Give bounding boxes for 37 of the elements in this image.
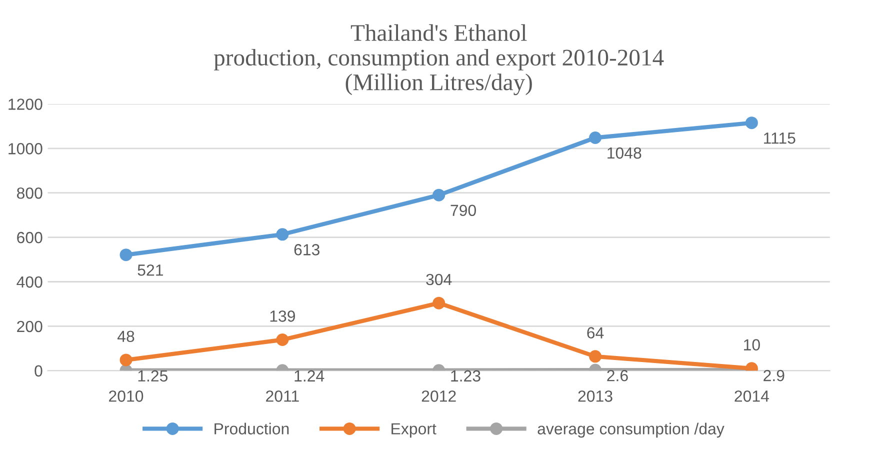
legend-label: average consumption /day xyxy=(538,422,724,438)
data-label: 139 xyxy=(270,310,295,322)
data-label: 10 xyxy=(744,339,760,350)
data-label: 613 xyxy=(294,244,320,256)
point xyxy=(432,188,446,202)
data-label: 304 xyxy=(426,274,452,286)
x-tick-label: 2011 xyxy=(266,390,299,402)
point xyxy=(589,131,602,144)
point xyxy=(432,296,446,310)
y-tick-label: 400 xyxy=(16,276,42,288)
data-label: 1048 xyxy=(608,147,642,159)
data-label: 521 xyxy=(138,264,163,276)
data-label: 1.23 xyxy=(451,370,480,382)
x-tick-label: 2012 xyxy=(422,390,456,402)
data-label: 1115 xyxy=(764,132,796,144)
point xyxy=(120,248,132,262)
data-label: 64 xyxy=(587,327,604,338)
data-label: 1.24 xyxy=(294,370,324,382)
y-tick-label: 1200 xyxy=(8,98,42,110)
y-tick-label: 0 xyxy=(34,365,42,377)
legend-label: Production xyxy=(214,422,289,434)
x-tick-label: 2014 xyxy=(734,390,769,402)
legend-label: Export xyxy=(392,423,436,438)
x-tick-label: 2013 xyxy=(578,390,612,402)
y-tick-label: 1000 xyxy=(8,143,42,154)
y-tick-label: 600 xyxy=(17,232,42,244)
y-tick-label: 200 xyxy=(17,320,42,332)
data-label: 790 xyxy=(450,204,476,216)
data-label: 48 xyxy=(117,330,134,342)
data-label: 2.9 xyxy=(764,370,784,382)
data-label: 1.25 xyxy=(138,370,168,382)
point xyxy=(745,116,758,130)
chart-title: Thailand's Ethanol production, consumption and export 2010-2014 (Million Litres/day) xyxy=(214,24,664,96)
point xyxy=(276,228,289,241)
x-tick-label: 2010 xyxy=(109,390,144,402)
data-label: 2.6 xyxy=(607,370,628,382)
y-tick-label: 800 xyxy=(16,187,42,199)
